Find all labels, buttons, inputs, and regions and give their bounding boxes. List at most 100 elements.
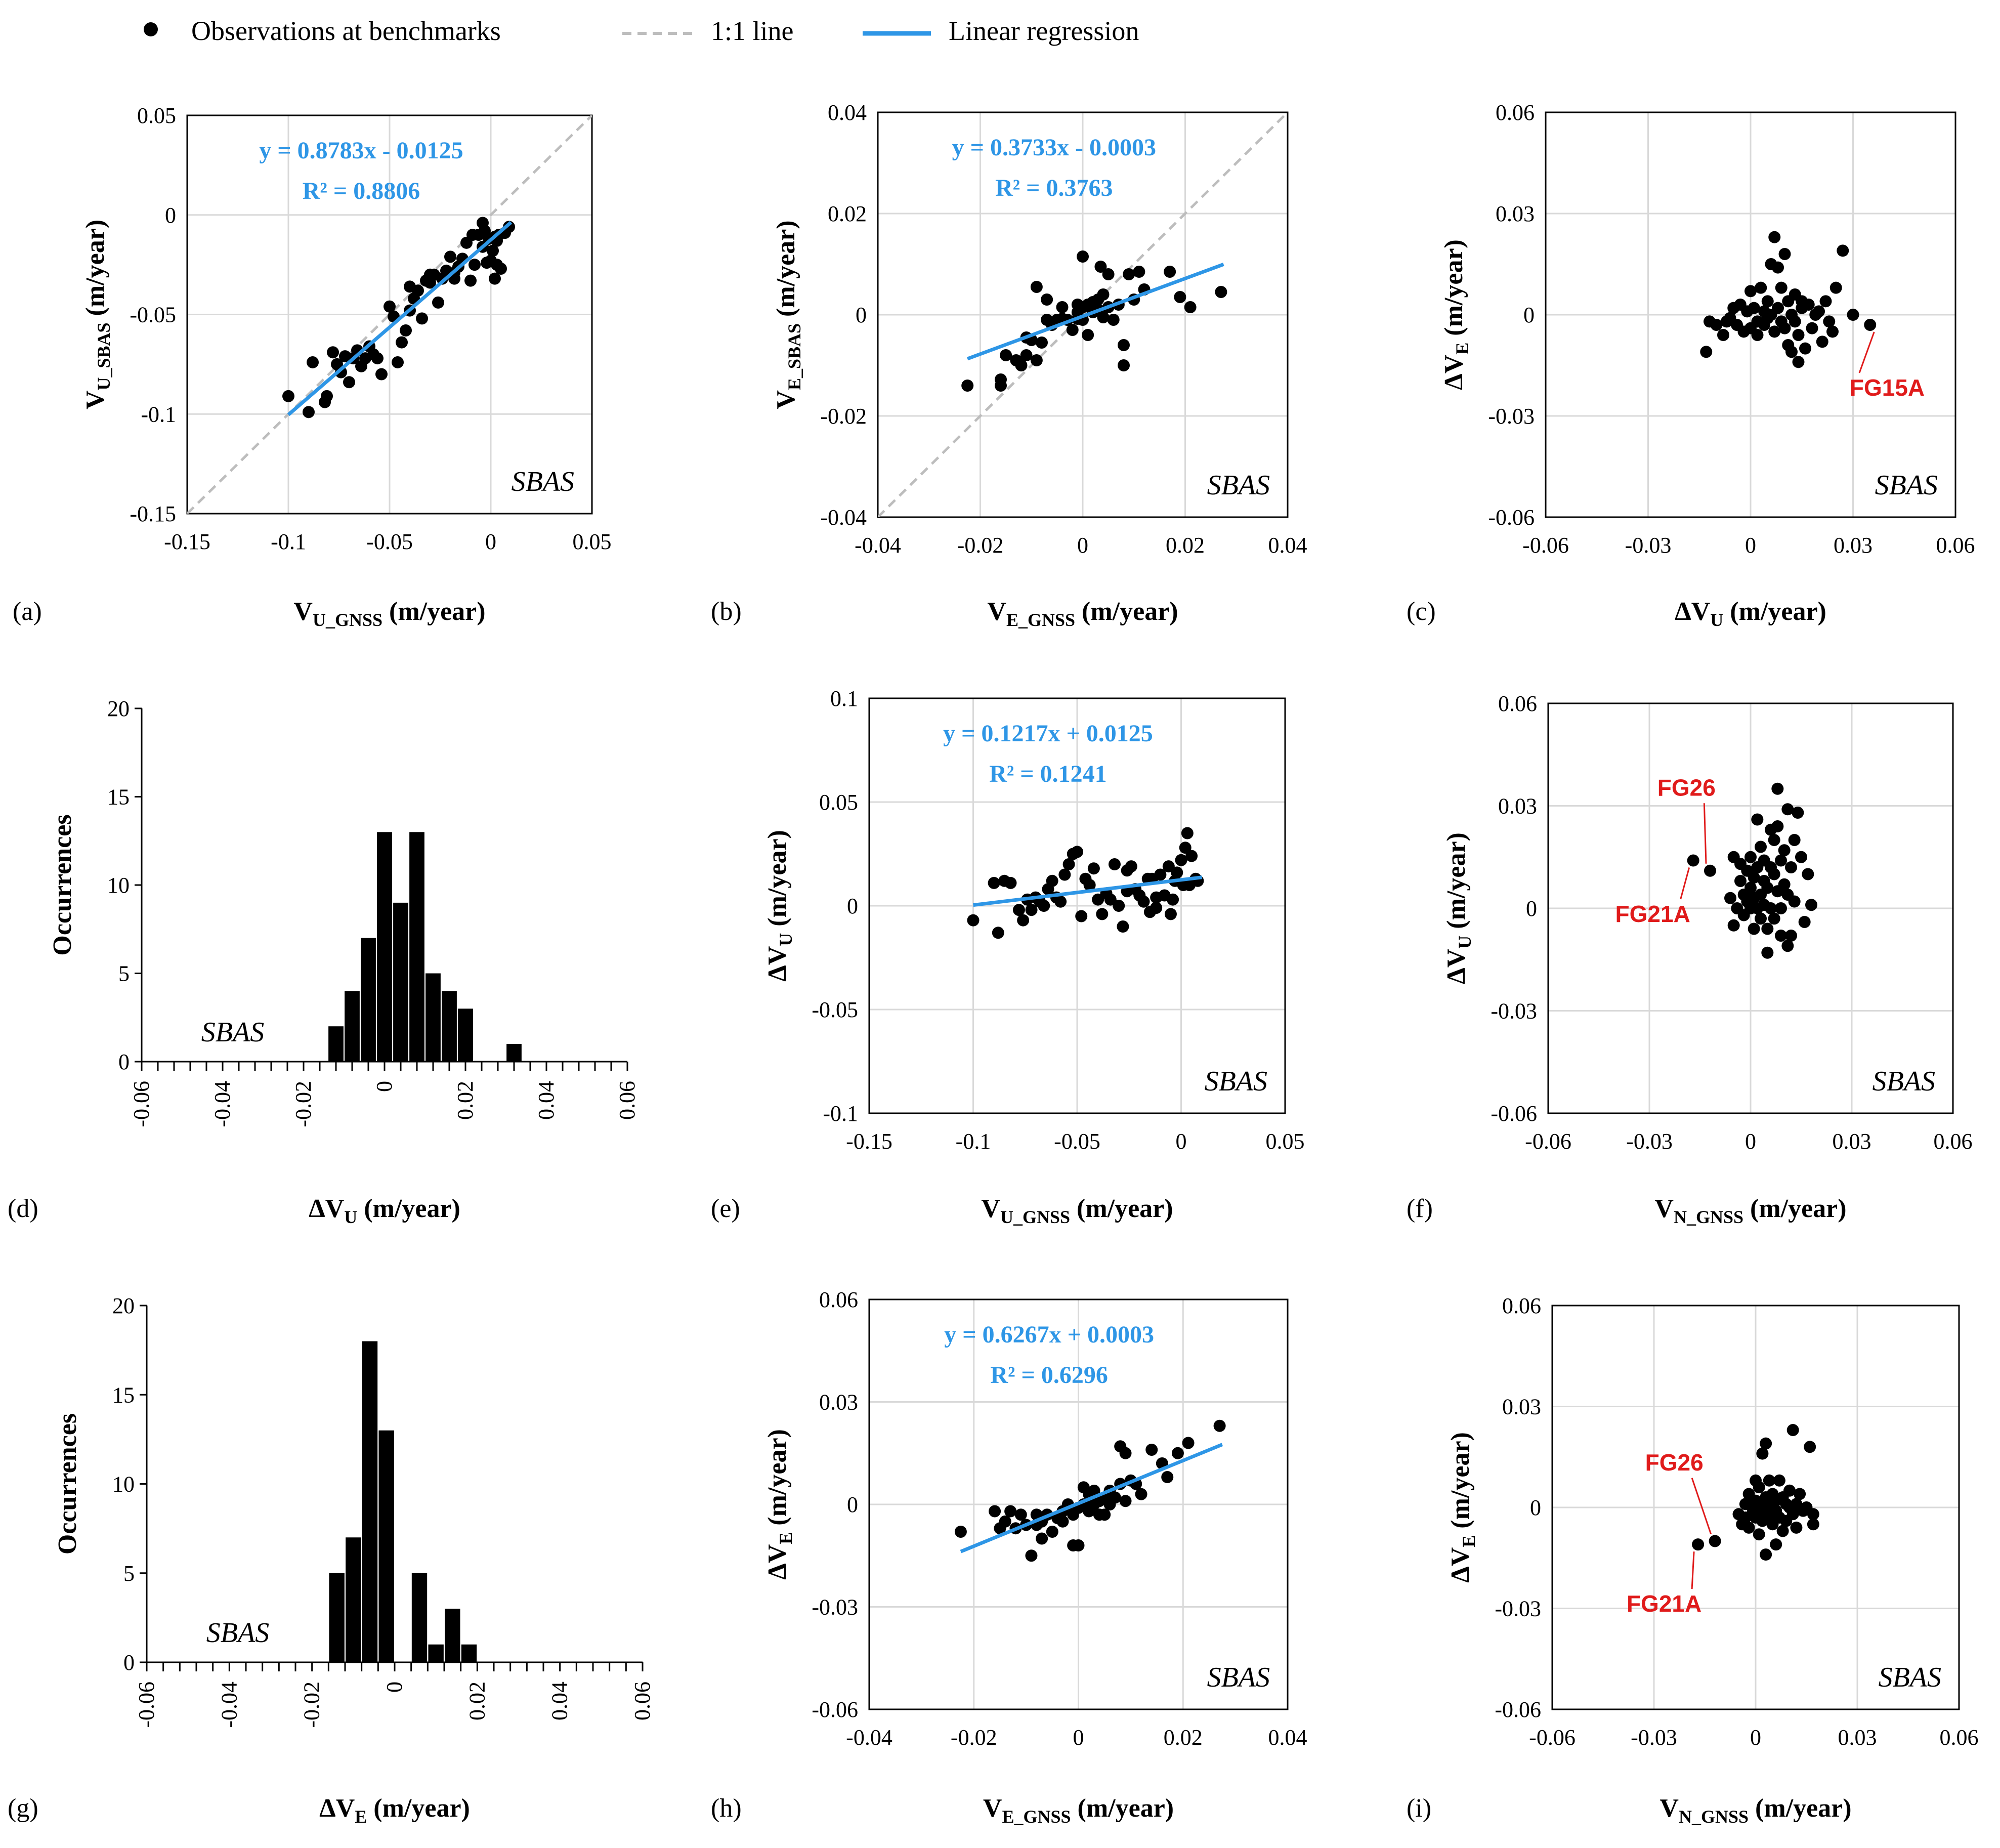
y-axis-label: VU_SBAS (m/year) [81, 220, 114, 409]
data-point [1751, 329, 1764, 341]
data-point [1760, 1548, 1772, 1561]
x-tick-label: 0.04 [547, 1682, 572, 1720]
data-point [1786, 1424, 1799, 1437]
y-axis-label: Occurrences [53, 1413, 82, 1555]
data-point [1071, 846, 1083, 858]
data-point [1150, 891, 1163, 904]
data-point [1724, 892, 1736, 904]
x-tick-label: -0.1 [956, 1129, 991, 1154]
x-axis-label: VN_GNSS (m/year) [1659, 1794, 1851, 1827]
y-tick-label: -0.1 [141, 402, 176, 427]
x-tick-label: 0 [1176, 1129, 1187, 1154]
data-point [1025, 1549, 1038, 1562]
r-squared: R² = 0.6296 [990, 1362, 1108, 1389]
x-tick-label: 0.02 [1166, 533, 1205, 558]
data-point [1775, 902, 1787, 914]
data-point [1768, 834, 1780, 846]
data-point [1785, 930, 1797, 942]
one-to-one-line [878, 112, 1288, 517]
x-tick-label: -0.02 [300, 1682, 324, 1728]
regression-equation: y = 0.8783x - 0.0125 [259, 137, 463, 164]
y-tick-label: 0 [847, 1492, 858, 1517]
data-point [1761, 946, 1774, 959]
x-tick-label: -0.06 [1522, 533, 1569, 558]
y-tick-label: -0.03 [1495, 1597, 1541, 1621]
x-tick-label: -0.04 [846, 1725, 892, 1750]
y-tick-label: -0.05 [130, 303, 176, 327]
data-point [400, 324, 412, 337]
y-axis-label: VE_SBAS (m/year) [772, 220, 804, 409]
y-tick-label: 0.03 [1502, 1395, 1541, 1419]
data-point [1727, 919, 1740, 932]
x-axis-label: VE_GNSS (m/year) [983, 1794, 1174, 1827]
data-point [1802, 868, 1814, 880]
y-tick-label: 0.1 [830, 686, 858, 711]
x-tick-label: 0.04 [1268, 533, 1307, 558]
data-point [1837, 244, 1849, 257]
data-point [444, 250, 456, 263]
data-point [1041, 293, 1053, 306]
data-point [961, 380, 974, 392]
data-point [1744, 851, 1757, 863]
y-tick-label: 0.05 [819, 790, 858, 815]
histogram-bar [458, 1009, 473, 1062]
y-tick-label: 0.05 [137, 103, 176, 128]
panel-i: FG26 FG21A -0.06 -0.03 0 0.03 0.06 -0.06 -0.03 0 0… [1407, 1293, 1979, 1827]
x-axis-label: VU_GNSS (m/year) [981, 1194, 1173, 1227]
x-tick-label: 0.03 [1834, 533, 1873, 558]
y-axis-label: ΔVE (m/year) [1439, 239, 1472, 390]
panel-letter: (f) [1407, 1194, 1433, 1223]
data-point [1753, 1528, 1765, 1541]
regression-equation: y = 0.1217x + 0.0125 [943, 720, 1153, 747]
data-point [375, 368, 388, 381]
x-tick-label: -0.15 [846, 1129, 892, 1154]
data-point [995, 373, 1007, 386]
histogram-bar [361, 938, 376, 1062]
x-tick-label: -0.15 [164, 529, 210, 554]
data-point [1748, 922, 1760, 935]
data-point [1077, 250, 1089, 263]
data-point [1778, 878, 1791, 891]
data-point [999, 1515, 1011, 1528]
data-point [1082, 329, 1094, 341]
data-point [1025, 904, 1038, 916]
histogram-bar [345, 991, 360, 1062]
data-point [424, 276, 436, 289]
data-point [1760, 1437, 1772, 1450]
y-axis-label: ΔVE (m/year) [1446, 1432, 1479, 1583]
x-tick-label: 0.03 [1833, 1129, 1871, 1154]
y-tick-label: 0.06 [819, 1287, 858, 1312]
data-point [1813, 305, 1825, 318]
histogram-bar [393, 902, 408, 1062]
data-point [1038, 900, 1050, 912]
data-point [1776, 1525, 1789, 1537]
data-point [1794, 1488, 1806, 1500]
data-point [1687, 854, 1699, 867]
data-point [487, 244, 499, 257]
y-tick-label: 0.03 [819, 1390, 858, 1415]
data-point [988, 876, 1000, 889]
data-point [1710, 319, 1723, 331]
method-label: SBAS [201, 1017, 264, 1048]
histogram-bar [506, 1044, 522, 1062]
histogram-bar [445, 1609, 460, 1662]
method-label: SBAS [1879, 1662, 1941, 1693]
data-point [1692, 1538, 1705, 1551]
data-point [1771, 820, 1784, 832]
data-point [1097, 311, 1110, 323]
data-point [1788, 834, 1801, 846]
annotation-leader [1691, 1551, 1695, 1589]
data-point [432, 296, 444, 309]
y-tick-label: 0.06 [1496, 100, 1535, 125]
x-tick-label: -0.02 [957, 533, 1004, 558]
legend-points-label: Observations at benchmarks [191, 16, 501, 46]
data-point [1798, 916, 1811, 928]
x-tick-label: 0.05 [1266, 1129, 1305, 1154]
x-tick-label: -0.06 [1525, 1129, 1571, 1154]
data-point [1121, 864, 1133, 877]
y-axis-label: ΔVU (m/year) [1442, 832, 1475, 984]
data-point [1748, 302, 1760, 314]
data-point [1772, 261, 1784, 274]
x-tick-label: -0.04 [210, 1081, 235, 1127]
